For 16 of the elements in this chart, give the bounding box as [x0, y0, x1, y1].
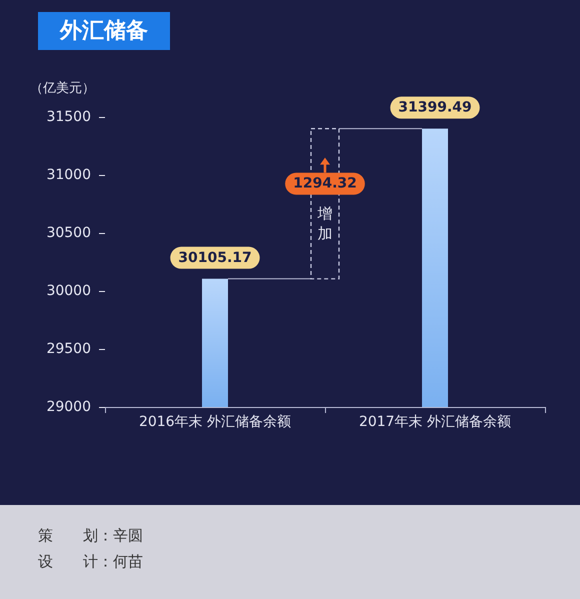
- data-label: 31399.49: [398, 100, 472, 116]
- y-axis-title: （亿美元）: [30, 80, 95, 96]
- text: 设 计：何苗: [38, 552, 143, 570]
- y-tick-label: 31500: [46, 109, 91, 125]
- y-tick-label: 31000: [46, 167, 91, 183]
- y-tick-label: 29000: [46, 399, 91, 415]
- x-tick-label: 2017年末 外汇储备余额: [358, 414, 512, 430]
- x-tick-label: 2016年末 外汇储备余额: [138, 414, 292, 430]
- chart-title: 外汇储备: [59, 18, 148, 44]
- data-label: 30105.17: [178, 250, 252, 266]
- y-tick-label: 29500: [46, 341, 91, 357]
- annotation: 增加: [316, 204, 332, 243]
- text: 策 划：辛圆: [38, 526, 143, 544]
- y-tick-label: 30500: [46, 225, 91, 241]
- y-tick-label: 30000: [46, 283, 91, 299]
- annotation: 1294.32: [293, 176, 357, 192]
